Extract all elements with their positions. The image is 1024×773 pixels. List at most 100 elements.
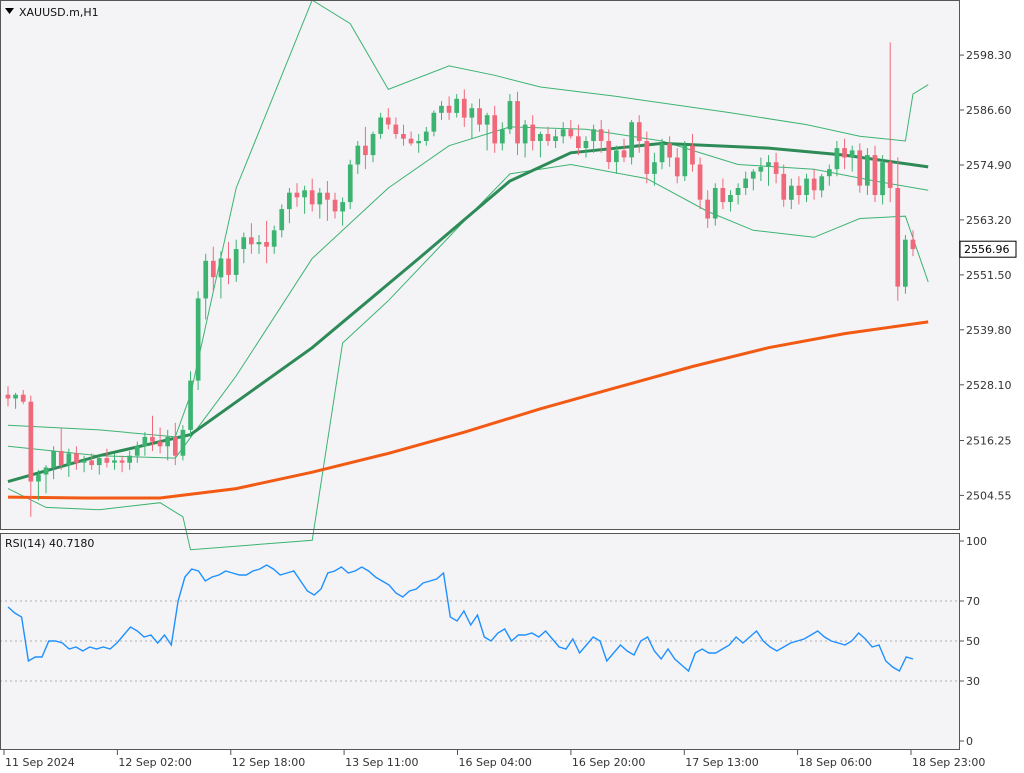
time-tick-label: 18 Sep 23:00 — [912, 756, 985, 769]
candle — [112, 453, 117, 470]
candle — [249, 223, 254, 254]
candle — [211, 246, 216, 292]
candle — [834, 141, 840, 177]
candle — [598, 119, 604, 153]
candle — [560, 122, 566, 144]
candle-body — [416, 141, 421, 144]
candle — [614, 145, 619, 174]
candle-body — [887, 162, 893, 188]
candle-body — [789, 185, 794, 200]
candle — [705, 190, 710, 228]
candle — [439, 101, 444, 120]
candle — [423, 126, 429, 146]
time-axis: 11 Sep 2024 12 Sep 02:00 12 Sep 18:00 13 Se… — [3, 750, 985, 769]
candle-body — [355, 145, 361, 165]
candle-body — [233, 249, 239, 275]
candle — [385, 108, 391, 130]
current-price-label: 2556.96 — [964, 243, 1010, 256]
candle — [58, 427, 64, 470]
candle-body — [454, 98, 459, 113]
price-pane-background — [0, 0, 960, 530]
candle-body — [134, 446, 140, 456]
candle-body — [211, 260, 216, 278]
candle-body — [705, 199, 710, 219]
candle — [621, 138, 627, 163]
time-tick-label: 11 Sep 2024 — [5, 756, 75, 769]
candle-body — [294, 192, 300, 198]
candle-body — [249, 237, 254, 245]
candle — [659, 138, 665, 170]
rsi-tick-label: 50 — [966, 635, 980, 648]
candle-body — [203, 260, 209, 299]
time-tick-label: 18 Sep 06:00 — [799, 756, 872, 769]
candle-body — [827, 169, 832, 177]
candle — [697, 157, 703, 210]
candle — [408, 131, 414, 146]
candle — [591, 124, 596, 153]
candle-body — [895, 188, 901, 287]
candle — [340, 197, 345, 226]
candle-body — [89, 460, 94, 466]
candle — [89, 453, 94, 470]
candle — [811, 169, 817, 200]
candle-body — [157, 441, 163, 447]
candle-body — [773, 162, 779, 174]
candle-body — [127, 455, 132, 463]
candle-body — [385, 117, 391, 125]
candle-body — [256, 242, 262, 245]
chevron-down-icon[interactable] — [5, 8, 14, 14]
candle — [895, 157, 901, 301]
candle — [188, 371, 193, 437]
candle — [127, 451, 132, 470]
candle-body — [119, 460, 125, 463]
candle — [507, 94, 513, 134]
candle-body — [872, 155, 878, 195]
candle — [492, 105, 498, 153]
candle-body — [522, 124, 528, 144]
candle-body — [766, 162, 771, 167]
candle — [735, 183, 741, 205]
candle-body — [880, 162, 885, 196]
candle — [849, 145, 855, 172]
candle-body — [515, 101, 520, 144]
candle — [401, 124, 406, 146]
candle — [690, 134, 695, 172]
candle — [750, 169, 756, 191]
candle-body — [865, 155, 870, 186]
candle-body — [66, 453, 72, 466]
candle — [36, 469, 41, 501]
candle-body — [378, 117, 383, 134]
candle — [302, 185, 307, 214]
candle — [781, 164, 787, 207]
candle-body — [735, 188, 741, 195]
candle-body — [43, 467, 49, 475]
candle — [347, 159, 353, 210]
candle-body — [484, 115, 490, 125]
candle-body — [439, 105, 444, 113]
candle — [758, 157, 764, 181]
candle — [28, 395, 34, 517]
candle-body — [195, 298, 201, 381]
candle-body — [96, 458, 102, 466]
candle — [180, 425, 186, 461]
candle — [530, 115, 536, 151]
candle — [241, 232, 247, 264]
candle — [5, 386, 11, 407]
candle-body — [20, 394, 26, 402]
candle — [271, 225, 277, 254]
candle — [583, 136, 589, 158]
candle-body — [819, 176, 825, 191]
candle — [264, 220, 269, 264]
candle — [606, 129, 612, 170]
candle — [279, 204, 285, 238]
candle-body — [279, 209, 285, 231]
candle-body — [226, 258, 231, 275]
candle-body — [180, 429, 186, 456]
candle — [827, 164, 832, 186]
candle — [553, 129, 558, 149]
candle — [43, 465, 49, 494]
candle — [355, 141, 361, 174]
candle — [66, 448, 72, 477]
candle — [766, 155, 771, 186]
candle-body — [347, 164, 353, 203]
